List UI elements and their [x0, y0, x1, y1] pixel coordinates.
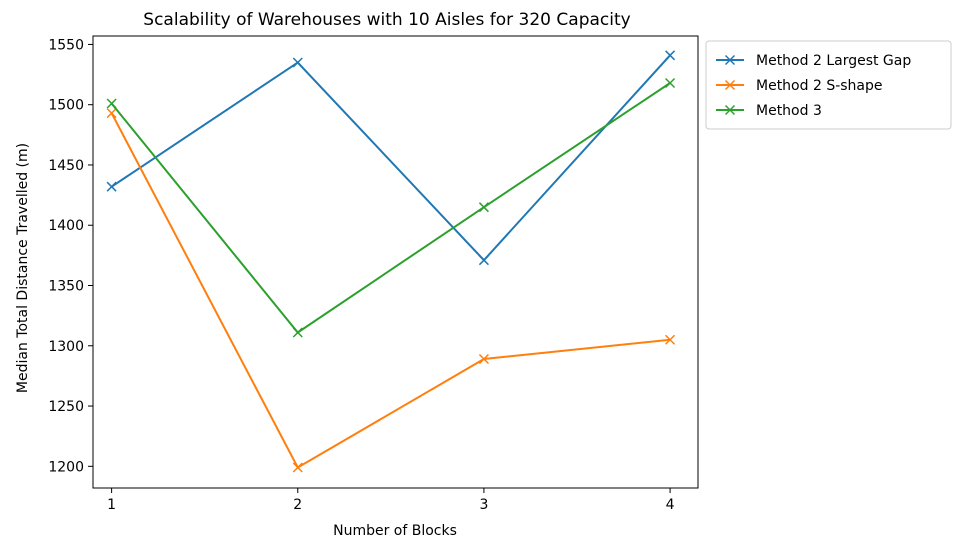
data-point	[478, 202, 489, 213]
y-tick-label: 1400	[48, 218, 84, 234]
y-tick-label: 1200	[48, 459, 84, 475]
series-method-2-largest-gap	[106, 50, 676, 266]
y-tick-label: 1250	[48, 399, 84, 415]
data-point	[106, 181, 117, 192]
data-point	[665, 334, 676, 345]
legend-item: Method 2 S-shape	[716, 78, 883, 94]
legend-item: Method 2 Largest Gap	[716, 53, 911, 69]
y-axis-label: Median Total Distance Travelled (m)	[15, 143, 31, 393]
legend-item: Method 3	[716, 103, 822, 119]
y-tick-label: 1300	[48, 339, 84, 355]
y-tick-label: 1550	[48, 37, 84, 53]
x-axis-label: Number of Blocks	[333, 523, 457, 539]
series-line	[111, 54, 671, 262]
x-tick-label: 1	[107, 497, 116, 513]
chart-title: Scalability of Warehouses with 10 Aisles…	[143, 10, 630, 30]
series-line	[110, 112, 671, 469]
legend-label: Method 2 Largest Gap	[756, 53, 911, 69]
series-line	[110, 82, 671, 334]
data-point	[478, 255, 489, 266]
legend-label: Method 3	[756, 103, 822, 119]
x-tick-label: 3	[479, 497, 488, 513]
legend: Method 2 Largest Gap Method 2 S-shape Meth…	[705, 40, 952, 130]
y-tick-label: 1350	[48, 279, 84, 295]
x-tick-label: 4	[666, 497, 675, 513]
data-point	[106, 108, 117, 119]
data-point	[292, 327, 303, 338]
legend-box	[705, 40, 952, 130]
data-point	[292, 462, 303, 473]
data-point	[106, 98, 117, 109]
legend-marker	[724, 79, 736, 91]
legend-marker	[724, 54, 736, 66]
y-tick-label: 1450	[48, 158, 84, 174]
plot-frame	[92, 35, 699, 489]
data-point	[478, 353, 489, 365]
data-point	[665, 77, 676, 89]
x-tick-label: 2	[293, 497, 302, 513]
plot-area: 1 2 3 4 1200 1250 1300 1350 1400 1450 1500 1550	[48, 35, 699, 513]
y-tick-label: 1500	[48, 98, 84, 114]
data-point	[665, 50, 676, 61]
legend-label: Method 2 S-shape	[756, 78, 883, 94]
data-point	[292, 57, 303, 68]
series-method-2-s-shape	[106, 108, 676, 473]
series-method-3	[106, 77, 676, 338]
legend-marker	[724, 104, 736, 116]
